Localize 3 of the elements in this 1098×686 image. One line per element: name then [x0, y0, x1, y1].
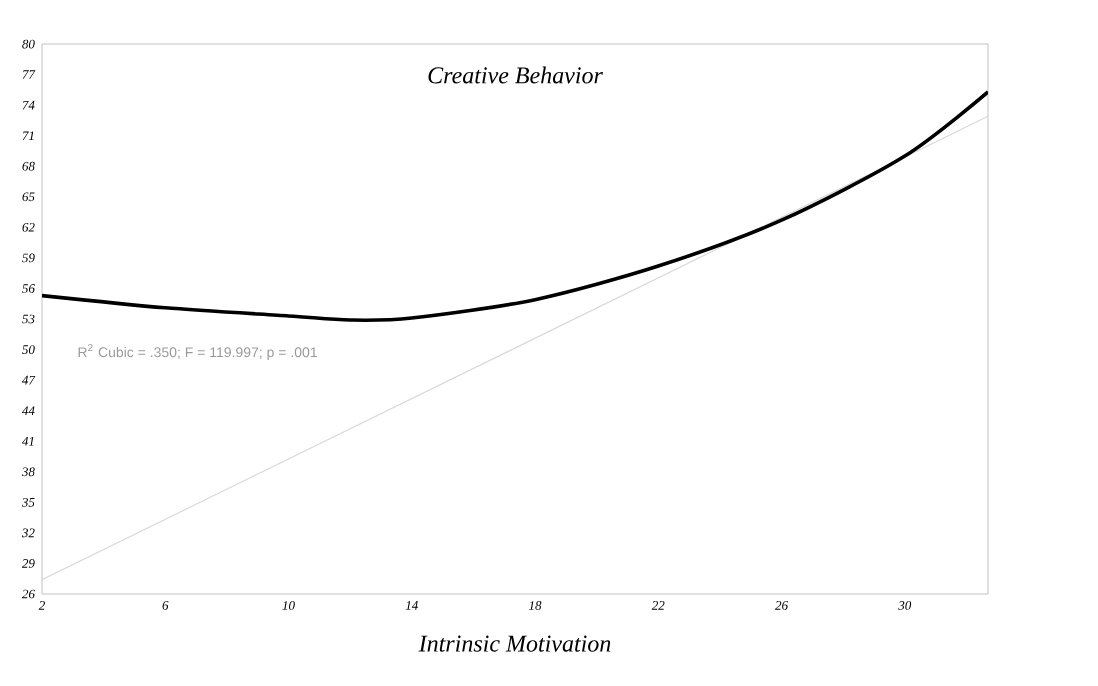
- x-axis-title: Intrinsic Motivation: [418, 635, 611, 652]
- line-series: [42, 90, 989, 323]
- text: Creative Behavior: [428, 66, 603, 84]
